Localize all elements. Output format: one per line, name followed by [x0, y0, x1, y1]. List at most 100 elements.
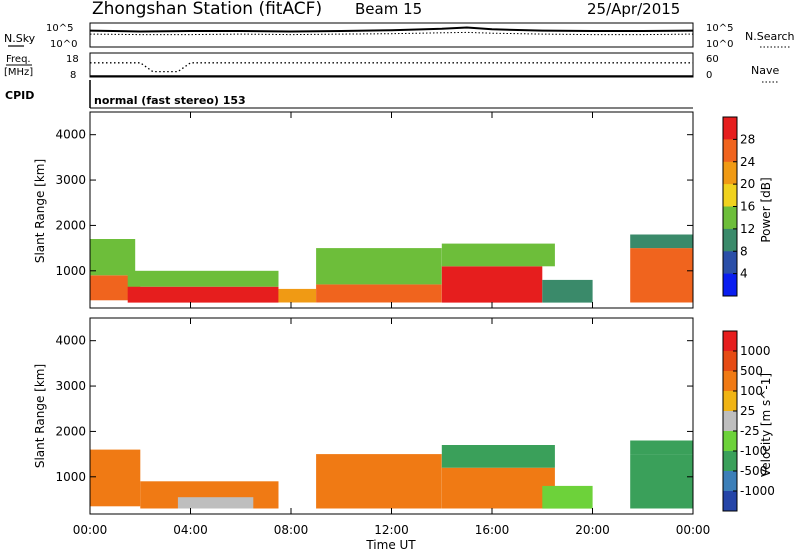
freq-panel-frame	[89, 52, 694, 78]
y-tick-label: 4000	[55, 128, 86, 142]
colorbar-tick-label: 20	[740, 177, 755, 191]
x-tick-label: 20:00	[575, 523, 610, 537]
colorbar-swatch	[723, 451, 737, 472]
nave-label: Nave	[751, 64, 779, 77]
heatmap-cell	[630, 454, 693, 509]
colorbar-tick-label: -100	[740, 444, 767, 458]
colorbar-swatch	[723, 331, 737, 352]
power-colorbar: 28 24 20 16 12 8 4	[722, 116, 755, 297]
colorbar-swatch	[723, 431, 737, 452]
velocity-y-axis: 1000 2000 3000 4000	[55, 334, 693, 484]
date-label: 25/Apr/2015	[587, 0, 680, 18]
colorbar-swatch	[723, 491, 737, 512]
power-colorbar-label: Power [dB]	[759, 177, 773, 242]
y-tick-label: 4000	[55, 334, 86, 348]
colorbar-tick-label: -25	[740, 424, 760, 438]
colorbar-swatch	[723, 161, 737, 185]
colorbar-swatch	[723, 411, 737, 432]
power-heatmap	[90, 234, 693, 303]
heatmap-cell	[90, 449, 141, 507]
freq-lines	[90, 62, 693, 77]
colorbar-tick-label: 16	[740, 200, 755, 214]
y-tick-label: 1000	[55, 470, 86, 484]
heatmap-cell	[630, 248, 693, 303]
nsearch-label: N.Search	[745, 30, 795, 43]
y-tick-label: 3000	[55, 379, 86, 393]
x-tick-label: 00:00	[73, 523, 108, 537]
noise-panel-frame	[89, 22, 694, 48]
nsearch-tick-top: 10^5	[706, 23, 733, 34]
colorbar-tick-label: 100	[740, 384, 763, 398]
nave-tick-top: 60	[706, 54, 719, 65]
x-tick-label: 12:00	[374, 523, 409, 537]
colorbar-swatch	[723, 351, 737, 372]
heatmap-cell	[441, 266, 543, 303]
colorbar-tick-label: -1000	[740, 484, 775, 498]
heatmap-cell	[316, 284, 442, 303]
heatmap-cell	[316, 248, 442, 285]
colorbar-swatch	[723, 273, 737, 297]
power-y-axis-label: Slant Range [km]	[33, 159, 47, 263]
colorbar-tick-label: -500	[740, 464, 767, 478]
heatmap-cell	[127, 286, 279, 303]
nave-series-line	[90, 62, 693, 73]
heatmap-cell	[177, 497, 254, 509]
x-tick-label: 04:00	[173, 523, 208, 537]
heatmap-cell	[278, 288, 317, 303]
cpid-text: normal (fast stereo) 153	[94, 94, 246, 107]
velocity-colorbar: 1000 500 100 25 -25 -100 -500 -1000	[722, 330, 775, 512]
noise-series-line	[89, 31, 694, 36]
colorbar-tick-label: 8	[740, 244, 748, 258]
x-tick-label: 08:00	[274, 523, 309, 537]
heatmap-cell	[441, 243, 555, 267]
colorbar-tick-label: 4	[740, 267, 748, 281]
time-x-axis: 00:00 04:00 08:00 12:00 16:00 20:00 00:00	[73, 112, 711, 537]
colorbar-swatch	[723, 391, 737, 412]
velocity-y-axis-label: Slant Range [km]	[33, 364, 47, 468]
nsky-label: N.Sky	[4, 32, 36, 45]
time-axis-label: Time UT	[365, 538, 416, 552]
y-tick-label: 2000	[55, 218, 86, 232]
colorbar-tick-label: 24	[740, 155, 755, 169]
colorbar-tick-label: 12	[740, 222, 755, 236]
velocity-heatmap	[90, 440, 693, 509]
noise-series-line	[89, 26, 694, 33]
colorbar-frame	[722, 330, 738, 512]
nsky-tick-bottom: 10^0	[50, 39, 77, 50]
heatmap-cell	[542, 485, 593, 509]
heatmap-cell	[316, 454, 442, 509]
y-tick-label: 3000	[55, 173, 86, 187]
nave-tick-bottom: 0	[706, 70, 712, 81]
colorbar-swatch	[723, 371, 737, 392]
freq-tick-bottom: 8	[70, 70, 76, 81]
beam-label: Beam 15	[355, 0, 422, 18]
y-tick-label: 2000	[55, 424, 86, 438]
colorbar-swatch	[723, 206, 737, 230]
colorbar-swatch	[723, 251, 737, 275]
nsearch-tick-bottom: 10^0	[706, 39, 733, 50]
heatmap-cell	[441, 445, 555, 468]
x-tick-label: 00:00	[676, 523, 711, 537]
power-y-axis: 1000 2000 3000 4000	[55, 128, 693, 278]
nsky-tick-top: 10^5	[46, 23, 73, 34]
freq-tick-top: 18	[66, 54, 79, 65]
colorbar-tick-label: 28	[740, 132, 755, 146]
colorbar-swatch	[723, 184, 737, 207]
colorbar-swatch	[723, 471, 737, 492]
cpid-label: CPID	[5, 89, 34, 102]
colorbar-swatch	[723, 228, 737, 252]
heatmap-cell	[630, 234, 693, 249]
freq-unit-label: [MHz]	[4, 67, 33, 78]
heatmap-cell	[542, 279, 593, 303]
heatmap-cell	[441, 467, 555, 509]
colorbar-tick-label: 25	[740, 404, 755, 418]
freq-label: Freq.	[6, 54, 31, 65]
heatmap-cell	[90, 239, 136, 276]
x-tick-label: 16:00	[475, 523, 510, 537]
heatmap-cell	[630, 440, 693, 455]
heatmap-cell	[127, 270, 279, 287]
colorbar-tick-label: 1000	[740, 344, 771, 358]
noise-lines	[89, 26, 694, 36]
velocity-colorbar-label: Velocity [m s^-1]	[759, 373, 773, 477]
